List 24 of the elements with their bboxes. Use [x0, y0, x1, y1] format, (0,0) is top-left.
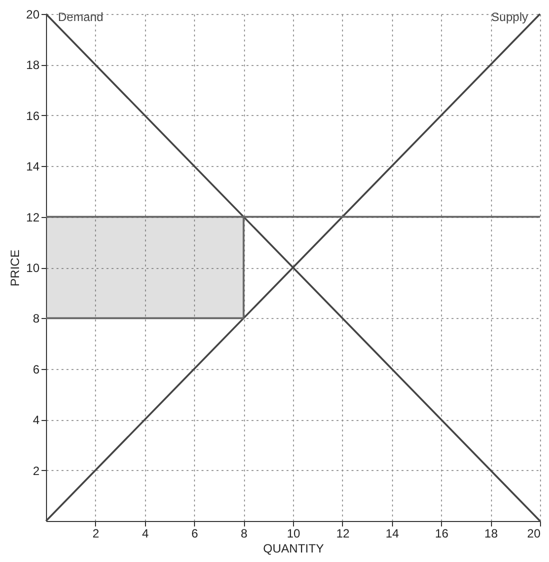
x-tick-label: 14	[386, 526, 400, 540]
y-tick-label: 18	[26, 58, 40, 72]
x-tick-label: 6	[191, 526, 198, 540]
y-tick-label: 6	[32, 362, 40, 376]
y-tick-label: 12	[26, 210, 40, 224]
series-label: Supply	[491, 10, 528, 24]
y-axis-title: PRICE	[8, 250, 22, 286]
series-label: Demand	[58, 10, 104, 24]
x-tick-label: 8	[240, 526, 248, 540]
x-tick-label: 18	[484, 526, 498, 540]
y-tick-label: 4	[32, 413, 40, 428]
x-tick-label: 16	[435, 526, 449, 540]
x-tick-label: 10	[286, 526, 300, 540]
x-tick-label: 20	[527, 526, 541, 540]
y-tick-label: 8	[32, 312, 40, 326]
x-tick-label: 2	[92, 526, 100, 540]
y-tick-label: 16	[26, 108, 40, 123]
x-tick-label: 12	[336, 526, 350, 540]
y-tick-label: 14	[26, 160, 40, 174]
x-tick-label: 4	[142, 526, 149, 540]
y-tick-label: 10	[26, 261, 40, 275]
y-tick-label: 20	[26, 8, 40, 22]
x-axis-title: QUANTITY	[263, 542, 324, 556]
y-tick-label: 2	[32, 464, 40, 478]
